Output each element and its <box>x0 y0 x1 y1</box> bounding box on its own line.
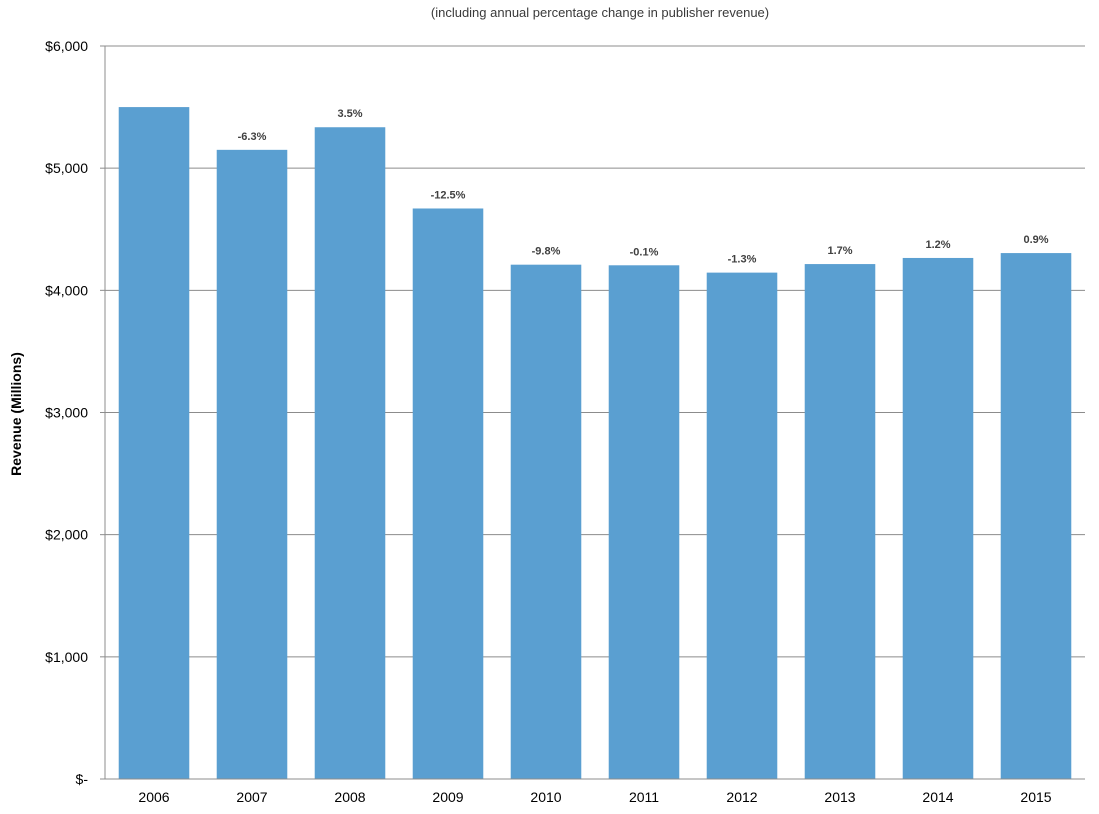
x-tick-label: 2011 <box>629 789 659 805</box>
data-label: -12.5% <box>431 189 466 201</box>
x-tick-label: 2012 <box>726 789 757 805</box>
y-tick-label: $3,000 <box>45 405 88 421</box>
bars <box>118 107 1072 780</box>
y-axis-label: Revenue (Millions) <box>8 352 24 476</box>
data-label: 1.2% <box>925 239 950 251</box>
bar <box>804 264 876 779</box>
y-tick-label: $1,000 <box>45 649 88 665</box>
data-label: -6.3% <box>238 131 267 143</box>
x-tick-label: 2013 <box>824 789 855 805</box>
x-tick-label: 2006 <box>138 789 169 805</box>
bar <box>1000 253 1072 779</box>
y-tick-label: $4,000 <box>45 282 88 298</box>
data-label: 1.7% <box>827 245 852 257</box>
bar <box>314 127 386 779</box>
bar <box>216 149 288 779</box>
data-label: 3.5% <box>337 108 362 120</box>
axes <box>100 45 1085 780</box>
x-tick-label: 2009 <box>432 789 463 805</box>
y-tick-label: $6,000 <box>45 38 88 54</box>
x-tick-label: 2007 <box>236 789 267 805</box>
y-tick-label: $2,000 <box>45 527 88 543</box>
x-tick-label: 2008 <box>334 789 365 805</box>
bar <box>412 208 484 779</box>
y-tick-label: $5,000 <box>45 160 88 176</box>
data-label: -1.3% <box>728 254 757 266</box>
x-tick-label: 2014 <box>922 789 953 805</box>
chart-subtitle: (including annual percentage change in p… <box>431 5 769 20</box>
x-tick-label: 2015 <box>1020 789 1051 805</box>
bar <box>608 265 680 779</box>
x-tick-label: 2010 <box>530 789 561 805</box>
y-tick-label: $- <box>76 771 89 787</box>
data-label: 0.9% <box>1023 234 1048 246</box>
bar <box>510 264 582 779</box>
bar <box>118 107 190 780</box>
bar <box>706 272 778 779</box>
data-label: -0.1% <box>630 246 659 258</box>
data-label: -9.8% <box>532 246 561 258</box>
bar <box>902 257 974 779</box>
labels: $- $1,000 $2,000 $3,000 $4,000 $5,000 $6,000 20… <box>45 38 1052 805</box>
